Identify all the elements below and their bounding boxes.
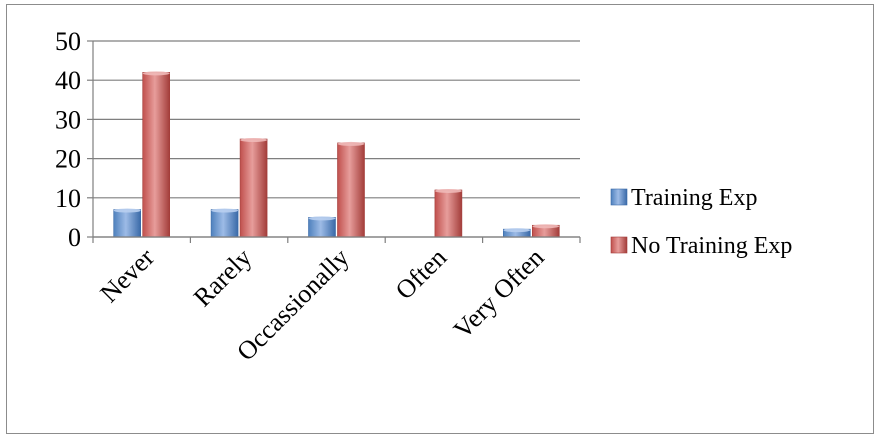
y-tick-label: 0 bbox=[68, 223, 81, 252]
y-tick-label: 10 bbox=[55, 184, 81, 213]
bar-top bbox=[308, 216, 336, 221]
bar-top bbox=[211, 208, 239, 213]
legend-item-no-training-exp: No Training Exp bbox=[610, 233, 792, 259]
legend-item-training-exp: Training Exp bbox=[610, 185, 757, 211]
x-category-label: Often bbox=[390, 243, 452, 305]
bar-top bbox=[337, 141, 365, 146]
bar-top bbox=[113, 208, 141, 213]
y-tick-label: 40 bbox=[55, 66, 81, 95]
bar-training-exp-very-often bbox=[502, 228, 531, 238]
legend-label: Training Exp bbox=[631, 185, 757, 211]
x-category-label: Rarely bbox=[188, 243, 258, 313]
bar-body bbox=[210, 209, 239, 238]
bar-body bbox=[113, 209, 141, 238]
bar-top bbox=[240, 138, 268, 142]
legend-swatch bbox=[610, 236, 628, 254]
bar-training-exp-rarely bbox=[210, 208, 239, 238]
bar-no-training-exp-never bbox=[142, 71, 170, 238]
bar-top bbox=[503, 228, 531, 233]
bar-no-training-exp-occassionally bbox=[337, 141, 365, 238]
bar-training-exp-never bbox=[113, 208, 141, 238]
y-tick-label: 30 bbox=[55, 105, 81, 134]
bar-top bbox=[142, 71, 170, 76]
bar-no-training-exp-rarely bbox=[239, 138, 268, 238]
y-tick-label: 20 bbox=[55, 145, 81, 174]
x-category-label: Never bbox=[95, 242, 161, 308]
bar-top bbox=[434, 188, 462, 193]
bar-no-training-exp-very-often bbox=[531, 224, 560, 238]
bar-top bbox=[532, 224, 560, 229]
x-category-label: Very Often bbox=[448, 243, 550, 345]
bar-body bbox=[337, 142, 365, 238]
legend-swatch bbox=[610, 188, 628, 206]
bar-training-exp-occassionally bbox=[308, 216, 336, 238]
legend-label: No Training Exp bbox=[631, 233, 792, 259]
y-tick-label: 50 bbox=[55, 27, 81, 56]
bar-no-training-exp-often bbox=[434, 188, 463, 238]
bar-body bbox=[434, 189, 463, 238]
bar-body bbox=[142, 72, 170, 238]
bar-body bbox=[239, 138, 268, 238]
